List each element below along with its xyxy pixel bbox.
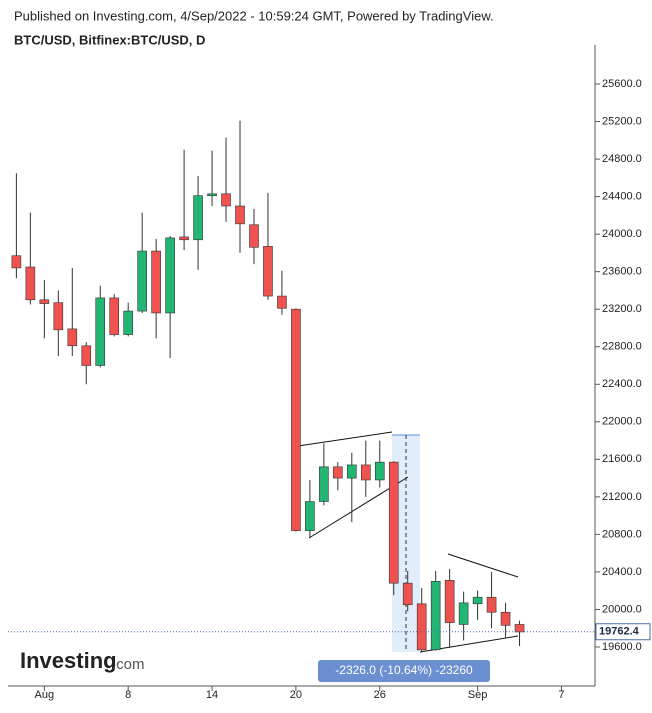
candle-body xyxy=(11,255,22,269)
candle-body xyxy=(235,205,245,225)
candle-body xyxy=(514,624,525,633)
candle-body xyxy=(193,195,203,241)
y-tick-label: 25200.0 xyxy=(602,115,642,127)
y-tick-label: 21200.0 xyxy=(602,491,642,503)
measure-label: -2326.0 (-10.64%) -23260 xyxy=(335,663,473,677)
candle-body xyxy=(430,580,441,651)
candle-body xyxy=(458,602,469,625)
candle-body xyxy=(472,596,483,605)
candle-body xyxy=(444,580,455,623)
last-price-label: 19762.4 xyxy=(599,626,640,638)
candle-body xyxy=(25,266,36,301)
last-price-box xyxy=(595,623,651,641)
symbol-title: BTC/USD, Bitfinex:BTC/USD, D xyxy=(14,32,205,47)
published-note: Published on Investing.com, 4/Sep/2022 -… xyxy=(14,8,494,23)
candle-body xyxy=(53,302,64,331)
y-tick-label: 24800.0 xyxy=(602,153,642,165)
y-tick-label: 22800.0 xyxy=(602,341,642,353)
y-tick-label: 21600.0 xyxy=(602,453,642,465)
candle-body xyxy=(319,466,329,502)
logo-brand: Investing xyxy=(20,648,117,673)
x-tick-label: 20 xyxy=(290,689,302,701)
x-tick-label: 26 xyxy=(374,689,386,701)
candle-body xyxy=(81,345,92,366)
candle-body xyxy=(39,299,50,304)
y-tick-label: 25600.0 xyxy=(602,78,642,90)
y-tick-label: 23200.0 xyxy=(602,303,642,315)
trend-line xyxy=(297,431,393,447)
candle-body xyxy=(360,464,371,481)
candle-body xyxy=(500,611,511,626)
candle-body xyxy=(95,297,106,366)
x-tick-label: Aug xyxy=(35,689,55,701)
candle-body xyxy=(277,295,287,309)
candle-body xyxy=(416,603,427,651)
candle-body xyxy=(165,237,175,314)
candle-body xyxy=(486,596,497,613)
y-tick-label: 22400.0 xyxy=(602,378,642,390)
y-tick-label: 19600.0 xyxy=(602,641,642,653)
y-tick-label: 20000.0 xyxy=(602,603,642,615)
candle-body xyxy=(123,310,133,335)
x-tick-label: 7 xyxy=(558,689,564,701)
candle-body xyxy=(347,464,357,479)
y-tick-label: 24400.0 xyxy=(602,191,642,203)
candle-body xyxy=(151,250,161,314)
candle-body xyxy=(305,501,315,531)
x-tick-label: Sep xyxy=(468,689,488,701)
candle-body xyxy=(109,297,120,335)
candle-body xyxy=(249,224,259,248)
trend-line xyxy=(447,553,519,578)
candle-body xyxy=(402,582,413,606)
y-tick-label: 20400.0 xyxy=(602,566,642,578)
candle-body xyxy=(137,250,147,312)
logo-suffix: .com xyxy=(112,656,145,673)
measure-label-box xyxy=(318,660,490,682)
candle-body xyxy=(207,193,217,196)
candle-body xyxy=(179,236,189,241)
candle-body xyxy=(263,246,273,297)
candle-body xyxy=(291,308,301,531)
x-tick-label: 14 xyxy=(206,689,218,701)
candle-body xyxy=(221,193,231,207)
candle-body xyxy=(374,461,385,481)
y-tick-label: 24000.0 xyxy=(602,228,642,240)
x-tick-label: 8 xyxy=(125,689,131,701)
y-tick-label: 22000.0 xyxy=(602,416,642,428)
candle-body xyxy=(333,466,343,479)
y-tick-label: 20800.0 xyxy=(602,528,642,540)
candle-body xyxy=(67,328,78,347)
candle-body xyxy=(388,461,399,584)
y-tick-label: 23600.0 xyxy=(602,266,642,278)
